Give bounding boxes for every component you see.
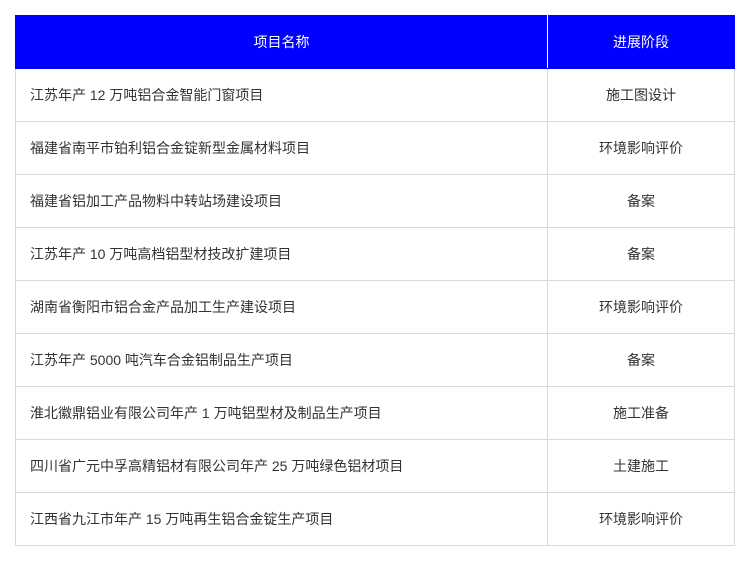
table-row: 福建省铝加工产品物料中转站场建设项目 备案 [16,175,735,228]
table-body: 江苏年产 12 万吨铝合金智能门窗项目 施工图设计 福建省南平市铂利铝合金锭新型… [16,69,735,546]
cell-project-name: 淮北徽鼎铝业有限公司年产 1 万吨铝型材及制品生产项目 [16,387,548,440]
cell-progress-stage: 备案 [548,228,735,281]
project-table: 项目名称 进展阶段 江苏年产 12 万吨铝合金智能门窗项目 施工图设计 福建省南… [15,15,735,546]
header-progress-stage: 进展阶段 [548,16,735,69]
cell-progress-stage: 备案 [548,334,735,387]
table-row: 江西省九江市年产 15 万吨再生铝合金锭生产项目 环境影响评价 [16,493,735,546]
table-row: 江苏年产 10 万吨高档铝型材技改扩建项目 备案 [16,228,735,281]
cell-project-name: 福建省铝加工产品物料中转站场建设项目 [16,175,548,228]
cell-project-name: 江苏年产 12 万吨铝合金智能门窗项目 [16,69,548,122]
table-row: 江苏年产 12 万吨铝合金智能门窗项目 施工图设计 [16,69,735,122]
cell-project-name: 江苏年产 5000 吨汽车合金铝制品生产项目 [16,334,548,387]
cell-progress-stage: 备案 [548,175,735,228]
table-row: 福建省南平市铂利铝合金锭新型金属材料项目 环境影响评价 [16,122,735,175]
table-row: 四川省广元中孚高精铝材有限公司年产 25 万吨绿色铝材项目 土建施工 [16,440,735,493]
cell-progress-stage: 环境影响评价 [548,493,735,546]
cell-progress-stage: 施工准备 [548,387,735,440]
cell-progress-stage: 施工图设计 [548,69,735,122]
table-row: 江苏年产 5000 吨汽车合金铝制品生产项目 备案 [16,334,735,387]
cell-progress-stage: 环境影响评价 [548,281,735,334]
cell-progress-stage: 土建施工 [548,440,735,493]
cell-project-name: 湖南省衡阳市铝合金产品加工生产建设项目 [16,281,548,334]
cell-progress-stage: 环境影响评价 [548,122,735,175]
table-row: 湖南省衡阳市铝合金产品加工生产建设项目 环境影响评价 [16,281,735,334]
table-header-row: 项目名称 进展阶段 [16,16,735,69]
table-row: 淮北徽鼎铝业有限公司年产 1 万吨铝型材及制品生产项目 施工准备 [16,387,735,440]
project-table-container: 项目名称 进展阶段 江苏年产 12 万吨铝合金智能门窗项目 施工图设计 福建省南… [15,15,735,546]
cell-project-name: 江西省九江市年产 15 万吨再生铝合金锭生产项目 [16,493,548,546]
cell-project-name: 四川省广元中孚高精铝材有限公司年产 25 万吨绿色铝材项目 [16,440,548,493]
cell-project-name: 江苏年产 10 万吨高档铝型材技改扩建项目 [16,228,548,281]
header-project-name: 项目名称 [16,16,548,69]
cell-project-name: 福建省南平市铂利铝合金锭新型金属材料项目 [16,122,548,175]
